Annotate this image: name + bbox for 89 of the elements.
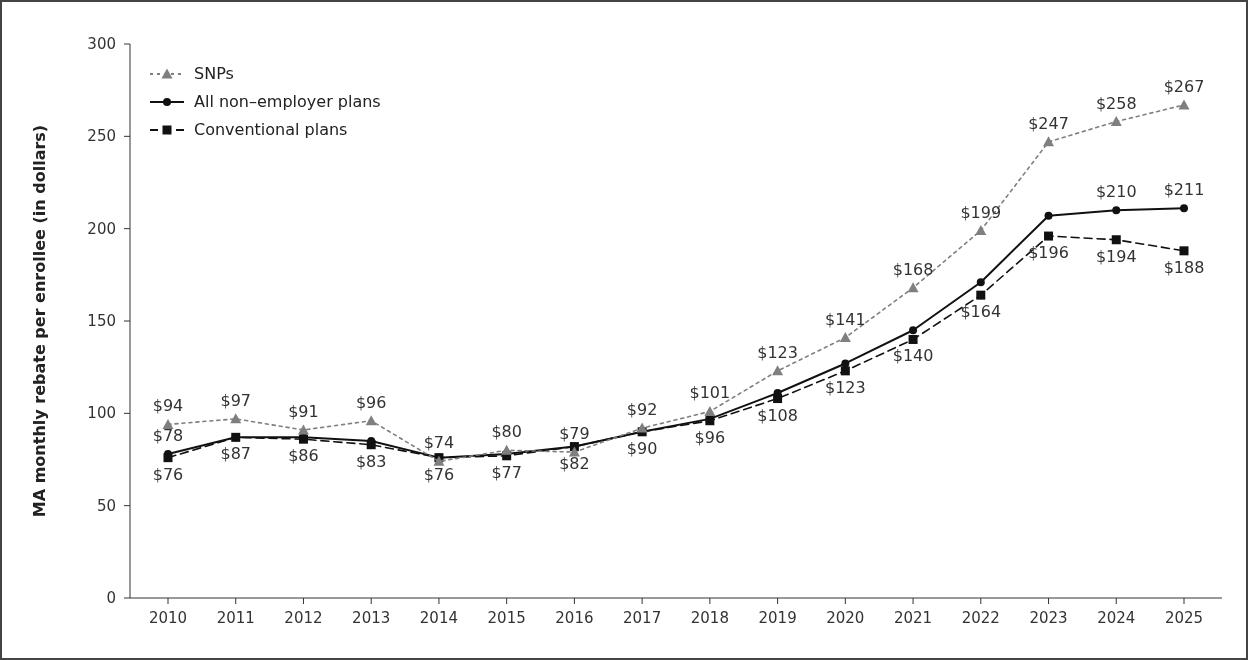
data-label: $141 xyxy=(824,309,866,329)
data-label: $140 xyxy=(892,346,934,366)
point xyxy=(976,290,986,300)
data-label: $194 xyxy=(1095,246,1137,266)
x-tick-label: 2025 xyxy=(1164,609,1204,627)
x-tick-label: 2018 xyxy=(690,609,729,627)
point xyxy=(1111,235,1121,245)
data-label: $83 xyxy=(355,451,387,471)
point xyxy=(908,334,918,344)
x-tick-label: 2021 xyxy=(893,609,933,627)
data-label: $80 xyxy=(491,422,522,442)
point xyxy=(772,365,784,376)
y-tick-label: 150 xyxy=(87,312,116,330)
point xyxy=(1180,204,1188,213)
point xyxy=(297,424,309,435)
data-label: $76 xyxy=(152,464,184,484)
data-label: $77 xyxy=(491,462,522,482)
y-tick-label: 0 xyxy=(106,589,116,607)
point xyxy=(909,326,918,335)
data-label: $97 xyxy=(220,390,252,410)
data-label: $76 xyxy=(423,464,455,484)
y-tick-label: 100 xyxy=(87,404,116,423)
data-label: $210 xyxy=(1095,182,1137,202)
data-label: $79 xyxy=(559,424,590,444)
point xyxy=(1044,231,1054,241)
data-label: $78 xyxy=(152,425,184,445)
point xyxy=(501,444,513,455)
y-tick-label: 50 xyxy=(96,496,116,515)
point xyxy=(636,422,648,433)
data-label: $90 xyxy=(626,438,658,458)
legend-label: SNPs xyxy=(194,64,234,83)
point xyxy=(841,359,850,368)
data-label: $199 xyxy=(960,202,1002,222)
point xyxy=(162,418,174,429)
x-tick-label: 2022 xyxy=(961,609,1000,627)
point xyxy=(704,405,716,416)
point xyxy=(1043,136,1055,147)
point xyxy=(1044,211,1053,220)
x-tick-label: 2014 xyxy=(419,609,459,627)
y-axis-title: MA monthly rebate per enrollee (in dollars) xyxy=(30,124,49,518)
data-label: $258 xyxy=(1095,93,1137,113)
x-tick-label: 2017 xyxy=(623,609,662,627)
point xyxy=(365,415,377,426)
point xyxy=(840,366,850,376)
data-label: $87 xyxy=(220,444,252,464)
data-label: $91 xyxy=(288,401,319,421)
y-tick-label: 250 xyxy=(87,127,116,146)
data-label: $108 xyxy=(757,405,798,425)
x-tick-label: 2016 xyxy=(555,609,594,627)
y-tick-label: 300 xyxy=(87,35,116,53)
point xyxy=(1110,116,1122,127)
data-label: $188 xyxy=(1163,257,1205,277)
x-tick-label: 2015 xyxy=(487,609,526,627)
point xyxy=(230,413,242,424)
x-tick-label: 2012 xyxy=(284,609,323,627)
x-tick-label: 2013 xyxy=(352,609,391,627)
data-label: $211 xyxy=(1163,180,1205,200)
point xyxy=(975,225,987,236)
x-tick-label: 2023 xyxy=(1029,609,1068,627)
data-label: $123 xyxy=(757,342,798,362)
data-label: $123 xyxy=(824,377,866,397)
point xyxy=(568,446,580,457)
data-label: $92 xyxy=(626,400,658,420)
data-label: $196 xyxy=(1028,243,1069,263)
x-tick-label: 2011 xyxy=(216,609,255,627)
data-label: $94 xyxy=(152,396,184,416)
x-tick-label: 2024 xyxy=(1097,609,1136,627)
x-tick-label: 2020 xyxy=(826,609,865,627)
y-tick-label: 200 xyxy=(87,219,116,238)
point xyxy=(907,282,919,293)
legend-label: All non–employer plans xyxy=(194,92,381,111)
point xyxy=(1179,246,1189,256)
data-label: $168 xyxy=(892,259,934,279)
data-label: $101 xyxy=(689,383,731,403)
x-tick-label: 2010 xyxy=(148,609,188,627)
point xyxy=(976,278,985,287)
data-label: $96 xyxy=(694,427,726,447)
legend-label: Conventional plans xyxy=(194,120,348,139)
point xyxy=(1178,99,1190,110)
data-label: $247 xyxy=(1028,113,1069,133)
point xyxy=(1112,206,1121,215)
data-label: $267 xyxy=(1163,76,1205,96)
data-label: $74 xyxy=(423,433,455,453)
x-tick-label: 2019 xyxy=(758,609,797,627)
data-label: $86 xyxy=(288,446,319,466)
data-label: $164 xyxy=(960,302,1002,322)
point xyxy=(839,332,851,343)
data-label: $96 xyxy=(355,392,387,412)
data-label: $82 xyxy=(559,453,590,473)
